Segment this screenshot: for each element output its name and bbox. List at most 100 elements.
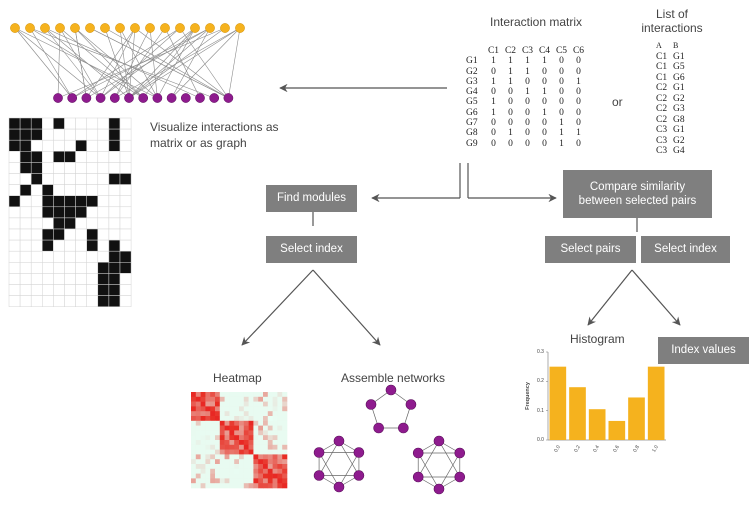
heatmap-cell	[229, 435, 235, 441]
heatmap-cell	[239, 401, 245, 407]
matrix-grid-cell	[8, 206, 21, 219]
heatmap-cell	[200, 425, 206, 431]
col-header: C5	[555, 46, 568, 56]
heatmap-cell	[215, 411, 221, 417]
matrix-grid-cell	[97, 128, 110, 141]
heatmap-cell	[267, 468, 273, 474]
heatmap-cell	[258, 473, 264, 479]
matrix-cell: 1	[491, 56, 496, 67]
heatmap-cell	[219, 392, 225, 398]
heatmap-cell	[234, 425, 240, 431]
heatmap-cell	[267, 440, 273, 446]
matrix-grid-cell	[119, 217, 132, 230]
matrix-grid-cell	[119, 139, 132, 152]
matrix-row: G6 1 0 0 1 0 0	[466, 108, 587, 118]
heatmap-cell	[195, 473, 201, 479]
list-row: C2 G3	[656, 104, 690, 115]
heatmap-cell	[258, 425, 264, 431]
matrix-grid-cell	[97, 139, 110, 152]
heatmap-cell	[239, 478, 245, 484]
heatmap-cell	[243, 406, 249, 412]
heatmap-cell	[195, 406, 201, 412]
heatmap-cell	[282, 396, 288, 402]
matrix-grid-cell	[97, 273, 110, 285]
heatmap-cell	[243, 420, 249, 426]
matrix-grid-cell	[97, 195, 110, 208]
heatmap-cell	[258, 420, 264, 426]
matrix-grid-cell	[30, 284, 43, 296]
heatmap-cell	[272, 454, 278, 460]
heatmap-cell	[224, 444, 230, 450]
graph-edge	[86, 27, 211, 99]
matrix-grid-cell	[8, 239, 21, 252]
matrix-grid-cell	[108, 184, 121, 196]
matrix-grid-cell	[8, 151, 21, 163]
heatmap-cell	[243, 425, 249, 431]
heatmap-cell	[239, 468, 245, 474]
heatmap-cell	[200, 459, 206, 465]
y-tick-label: 0.2	[537, 378, 544, 385]
matrix-grid-cell	[64, 139, 76, 152]
heatmap-cell	[243, 430, 249, 436]
heatmap-cell	[229, 401, 235, 407]
heatmap-cell	[263, 449, 269, 455]
matrix-cell: 0	[542, 138, 547, 149]
list-cell: C2	[656, 114, 668, 125]
matrix-body: G1 1 1 1 1 0 0 G2 0 1 1 0 0 0 G3 1 1 0 0 0 1 G4 0 0 1 1 0 0 G5 1 0 0 0 0 0…	[466, 56, 587, 149]
matrix-cell: 0	[576, 118, 581, 129]
heatmap-cell	[229, 483, 235, 489]
heatmap-cell	[215, 459, 221, 465]
matrix-grid-cell	[8, 217, 21, 230]
matrix-grid-cell	[86, 250, 99, 263]
heatmap-cell	[272, 411, 278, 417]
graph-edge	[59, 27, 101, 99]
matrix-grid-cell	[53, 217, 65, 230]
matrix-grid-cell	[97, 295, 110, 307]
heatmap-cell	[224, 473, 230, 479]
matrix-grid-cell	[42, 173, 54, 185]
heatmap-cell	[195, 483, 201, 489]
heatmap-cell	[282, 449, 288, 455]
heatmap-cell	[234, 444, 240, 450]
heatmap-cell	[267, 473, 273, 479]
or-label: or	[612, 95, 623, 109]
network-node	[412, 471, 424, 483]
matrix-grid-cell	[119, 128, 132, 141]
heatmap-cell	[200, 440, 206, 446]
matrix-grid-cell	[108, 250, 121, 263]
heatmap-cell	[239, 440, 245, 446]
heatmap-cell	[272, 392, 278, 398]
heatmap-cell	[248, 392, 254, 398]
matrix-grid-cell	[42, 128, 54, 141]
matrix-grid-cell	[8, 262, 21, 274]
heatmap-cell	[267, 454, 273, 460]
heatmap-cell	[219, 440, 225, 446]
matrix-grid-cell	[108, 206, 121, 219]
row-header: G8	[466, 128, 478, 139]
network-edge	[318, 452, 340, 488]
list-cell: G1	[673, 125, 685, 135]
list-cell: G2	[673, 93, 685, 104]
heatmap-cell	[239, 416, 245, 422]
matrix-grid-cell	[8, 139, 21, 152]
network-node	[313, 447, 325, 458]
heatmap-cell	[210, 478, 216, 484]
assemble-networks-label: Assemble networks	[341, 371, 446, 385]
matrix-row: G4 0 0 1 1 0 0	[466, 87, 587, 97]
matrix-cell: 0	[525, 76, 530, 87]
heatmap-cell	[263, 440, 269, 446]
graph-edge	[179, 27, 229, 99]
graph-edge	[228, 27, 241, 99]
matrix-grid-cell	[53, 195, 65, 208]
heatmap-cell	[282, 483, 288, 489]
matrix-grid-cell	[119, 195, 132, 208]
heatmap-cell	[191, 454, 197, 460]
heatmap-cell	[267, 478, 273, 484]
list-cell: C2	[656, 104, 668, 114]
heatmap-cell	[258, 440, 264, 446]
heatmap-cell	[195, 440, 201, 446]
matrix-cell: 1	[525, 66, 530, 77]
histogram-bar	[628, 397, 645, 440]
heatmap-cell	[191, 392, 197, 398]
heatmap-cell	[243, 396, 249, 402]
